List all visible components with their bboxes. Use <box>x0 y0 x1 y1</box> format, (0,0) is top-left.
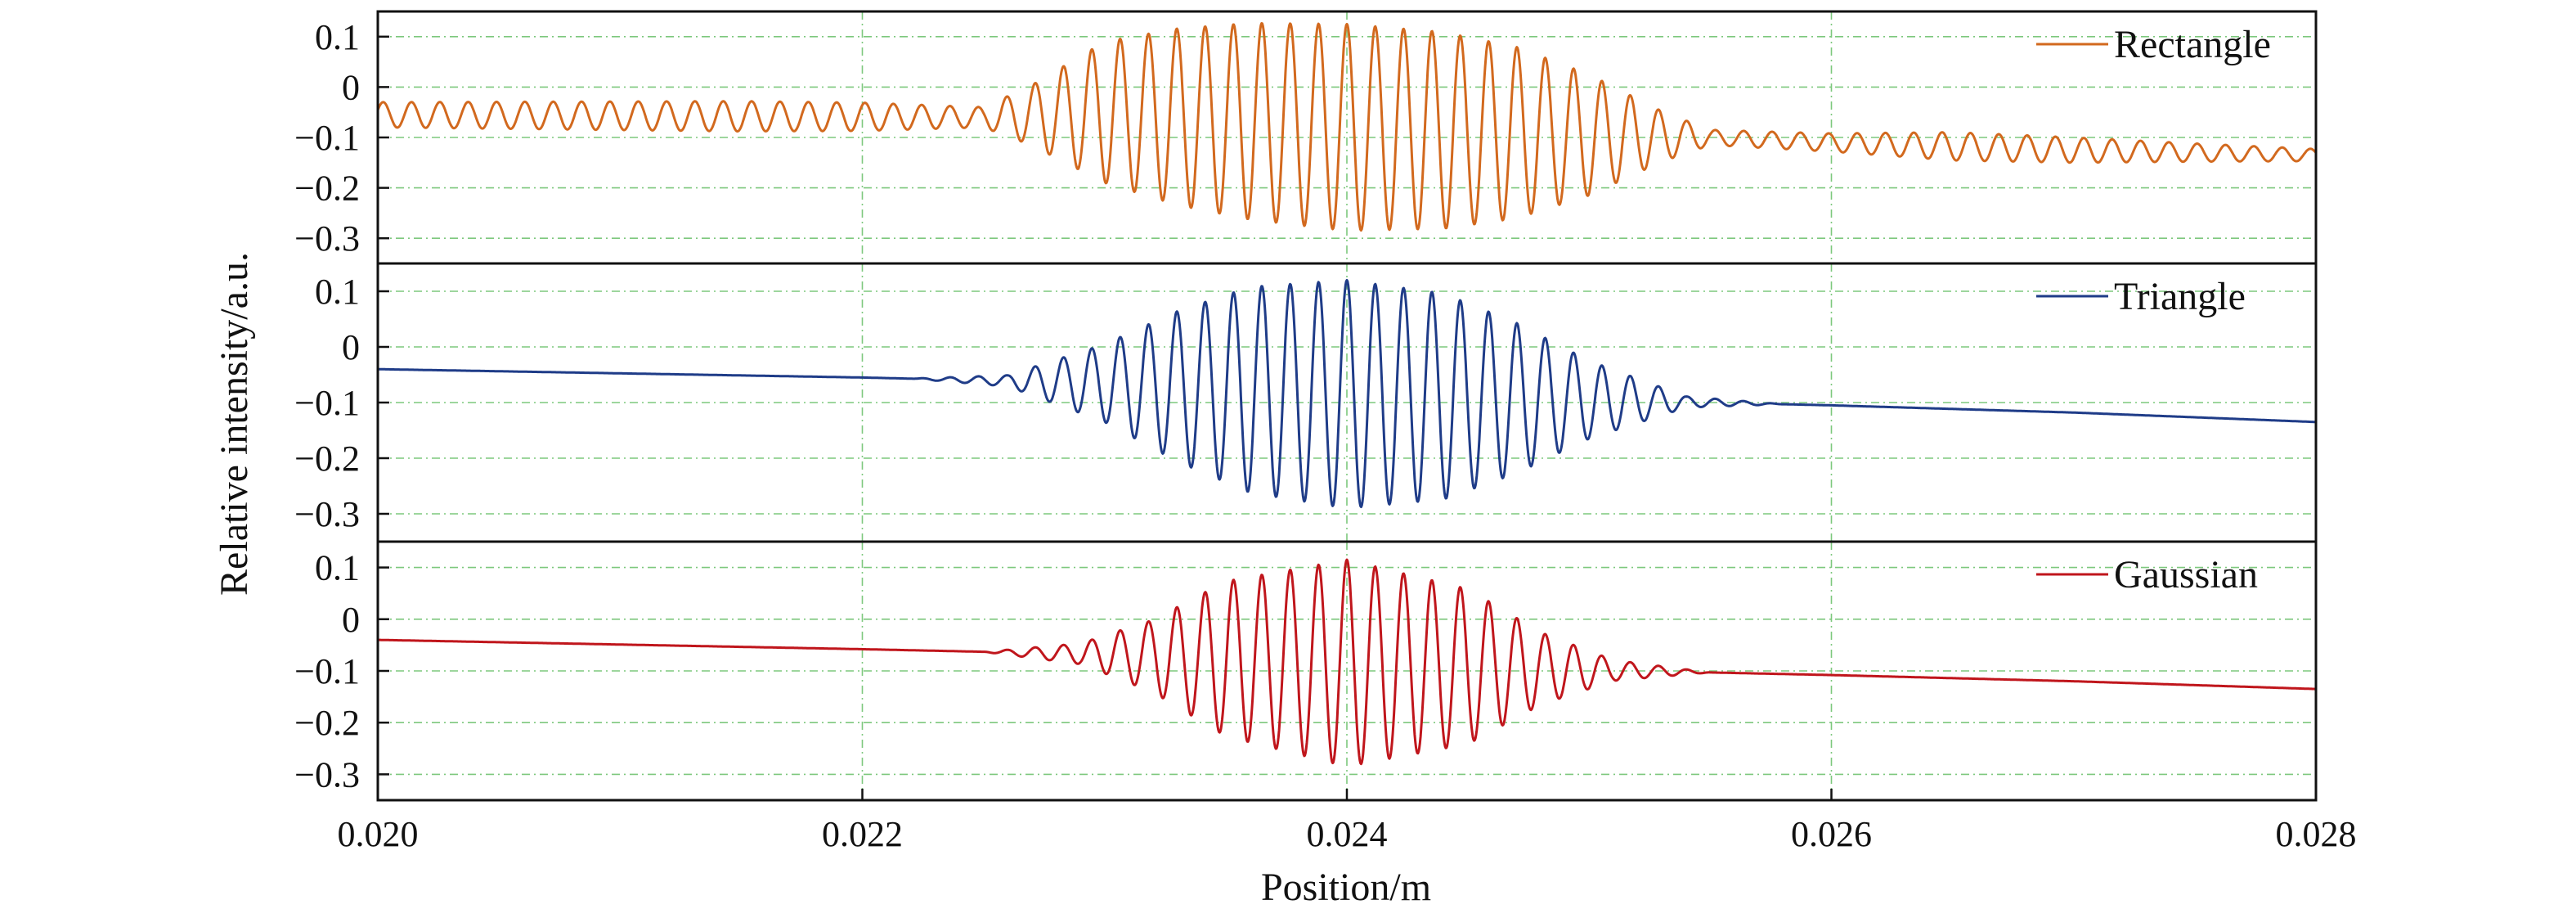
y-tick-label: −0.2 <box>294 703 360 743</box>
y-tick-label: 0 <box>342 67 360 107</box>
y-tick-label: −0.3 <box>294 218 360 259</box>
panel-2: 0.1 0 −0.1 −0.2 −0.3 Triangle <box>294 262 2318 543</box>
x-tick-label: 0.024 <box>1307 814 1388 854</box>
y-tick-label: 0.1 <box>315 17 360 57</box>
x-tick-label: 0.028 <box>2276 814 2357 854</box>
x-tick-label: 0.026 <box>1791 814 1872 854</box>
y-tick-label: 0.1 <box>315 548 360 588</box>
legend-label: Triangle <box>2114 275 2246 318</box>
series-line-rectangle <box>376 22 2318 232</box>
y-tick-label: −0.3 <box>294 754 360 794</box>
y-tick-label: 0 <box>342 600 360 640</box>
panels: 0.1 0 −0.1 −0.2 −0.3 Rectangle 0.1 0 −0.1 −0.2 −0.… <box>294 10 2357 854</box>
legend-label: Rectangle <box>2114 23 2271 66</box>
y-tick-label: 0 <box>342 327 360 367</box>
x-axis: 0.020 0.022 0.024 0.026 0.028 <box>338 789 2357 854</box>
x-tick-label: 0.022 <box>822 814 903 854</box>
x-axis-title: Position/m <box>1261 866 1431 909</box>
y-tick-label: −0.3 <box>294 494 360 534</box>
panel-3: 0.1 0 −0.1 −0.2 −0.3 Gaussian <box>294 540 2318 802</box>
y-tick-label: −0.2 <box>294 439 360 479</box>
y-tick-label: −0.1 <box>294 118 360 158</box>
series-line-gaussian <box>377 558 2317 766</box>
y-tick-label: −0.1 <box>294 651 360 691</box>
x-tick-label: 0.020 <box>338 814 419 854</box>
series-line-triangle <box>377 278 2317 509</box>
y-tick-label: 0.1 <box>315 272 360 312</box>
panel-1: 0.1 0 −0.1 −0.2 −0.3 Rectangle <box>294 10 2318 265</box>
y-axis-title: Relative intensity/a.u. <box>213 252 256 596</box>
y-tick-label: −0.2 <box>294 169 360 209</box>
y-tick-label: −0.1 <box>294 383 360 423</box>
legend-label: Gaussian <box>2114 553 2258 596</box>
